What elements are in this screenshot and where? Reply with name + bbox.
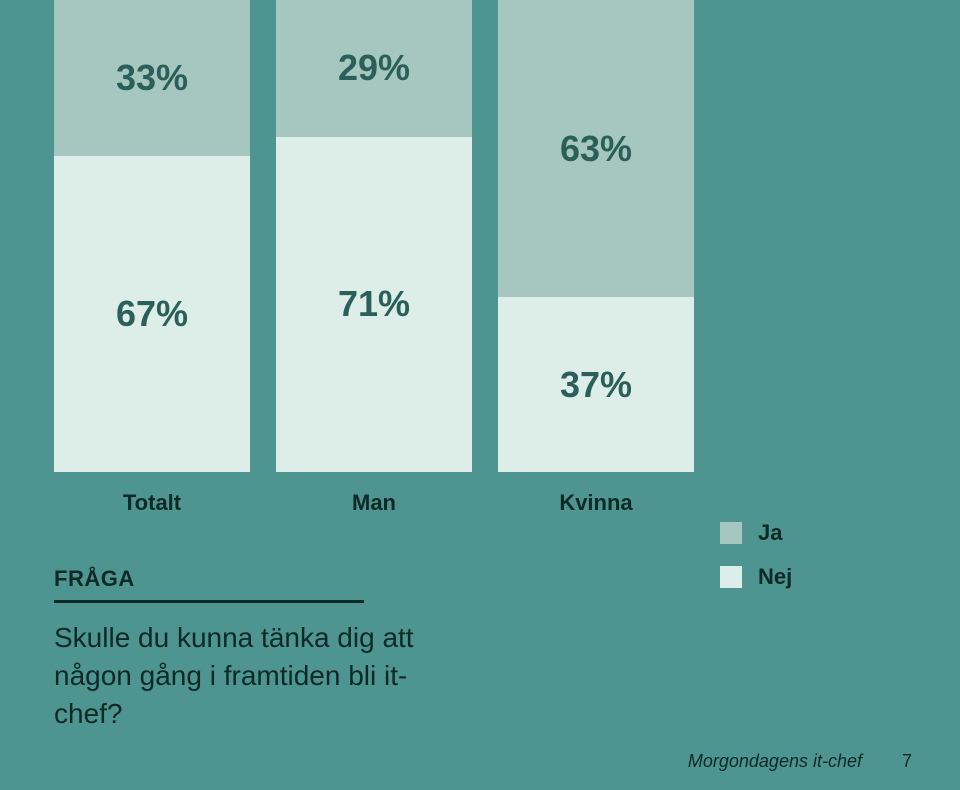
bar-value-label: 67	[116, 293, 156, 335]
legend: Ja Nej	[720, 520, 792, 608]
bar-segment-top: 33 %	[54, 0, 250, 156]
bar-column: 63 %37 %	[498, 0, 694, 472]
bar-column: 29 %71 %	[276, 0, 472, 472]
bar-column: 33 %67 %	[54, 0, 250, 472]
legend-item: Nej	[720, 564, 792, 590]
legend-label: Nej	[758, 564, 792, 590]
footer-title: Morgondagens it-chef	[688, 751, 862, 772]
legend-item: Ja	[720, 520, 792, 546]
question-rule	[54, 600, 364, 603]
footer-page-number: 7	[902, 751, 912, 772]
category-labels-row: Totalt Man Kvinna	[0, 490, 960, 516]
bar-segment-top: 29 %	[276, 0, 472, 137]
category-label: Man	[276, 490, 472, 516]
bar-value-label: 33	[116, 57, 156, 99]
bar-segment-bottom: 67 %	[54, 156, 250, 472]
bar-segment-bottom: 37 %	[498, 297, 694, 472]
bar-value-label: 29	[338, 47, 378, 89]
page-footer: Morgondagens it-chef 7	[688, 751, 912, 772]
question-heading: FRÅGA	[54, 566, 414, 592]
bar-value-label: 71	[338, 283, 378, 325]
category-label: Totalt	[54, 490, 250, 516]
bar-value-label: 63	[560, 128, 600, 170]
category-label: Kvinna	[498, 490, 694, 516]
question-block: FRÅGA Skulle du kunna tänka dig att någo…	[54, 566, 414, 733]
bar-value-label: 37	[560, 364, 600, 406]
bar-segment-top: 63 %	[498, 0, 694, 297]
stacked-bar-chart: 33 %67 %29 %71 %63 %37 %	[0, 0, 960, 472]
legend-label: Ja	[758, 520, 782, 546]
question-text: Skulle du kunna tänka dig att någon gång…	[54, 619, 414, 733]
legend-swatch	[720, 566, 742, 588]
legend-swatch	[720, 522, 742, 544]
bar-segment-bottom: 71 %	[276, 137, 472, 472]
